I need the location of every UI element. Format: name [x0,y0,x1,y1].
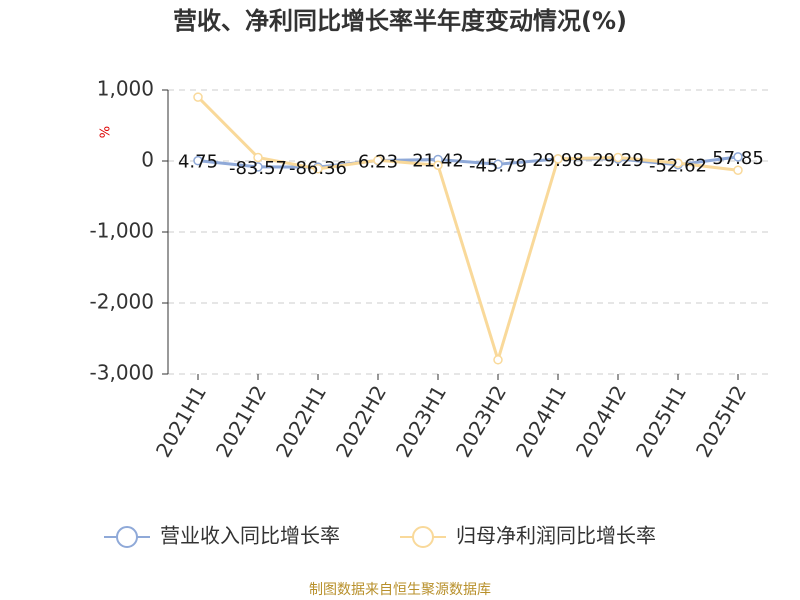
series-line [196,96,739,365]
y-tick-label: -1,000 [90,219,154,243]
data-label: 57.85 [712,148,764,169]
data-label: -83.57 [229,158,287,179]
data-label: -52.62 [649,156,707,177]
data-label: 29.98 [532,150,584,171]
legend-marker [116,526,138,548]
legend-label: 归母净利润同比增长率 [456,524,656,548]
x-tick-label: 2021H2 [211,381,271,461]
x-tick-label: 2023H2 [451,381,511,461]
data-label: 4.75 [178,152,218,173]
legend-marker [412,526,434,548]
y-tick-label: -2,000 [90,290,154,314]
y-tick-label: 0 [141,148,154,172]
x-tick-label: 2022H1 [271,381,331,461]
x-tick-label: 2021H1 [151,381,211,461]
x-tick-label: 2023H1 [391,381,451,461]
data-label: 6.23 [358,152,398,173]
y-tick-label: 1,000 [97,77,154,101]
data-label: -86.36 [289,158,347,179]
point [733,165,743,175]
point [373,155,383,166]
point [193,155,203,166]
point [553,154,563,164]
data-label: 21.42 [412,150,464,171]
point [493,159,503,170]
point [673,158,683,168]
point [253,152,263,163]
x-tick-label: 2024H1 [511,381,571,461]
point [733,152,743,162]
point [193,92,203,102]
chart-title: 营收、净利同比增长率半年度变动情况(%) [173,7,627,35]
point [253,162,263,172]
data-label: 29.29 [592,150,644,171]
point [613,152,623,163]
source-note: 制图数据来自恒生聚源数据库 [309,582,491,598]
legend-label: 营业收入同比增长率 [160,524,340,548]
series-line [197,155,739,169]
x-tick-label: 2025H2 [691,381,751,461]
y-unit: % [99,126,114,138]
y-tick-label: -3,000 [90,361,154,385]
point [493,355,503,365]
x-tick-label: 2024H2 [571,381,631,461]
data-label: -45.79 [469,155,527,176]
x-tick-label: 2022H2 [331,381,391,461]
point [433,160,443,171]
x-tick-label: 2025H1 [631,381,691,461]
point [313,164,323,174]
